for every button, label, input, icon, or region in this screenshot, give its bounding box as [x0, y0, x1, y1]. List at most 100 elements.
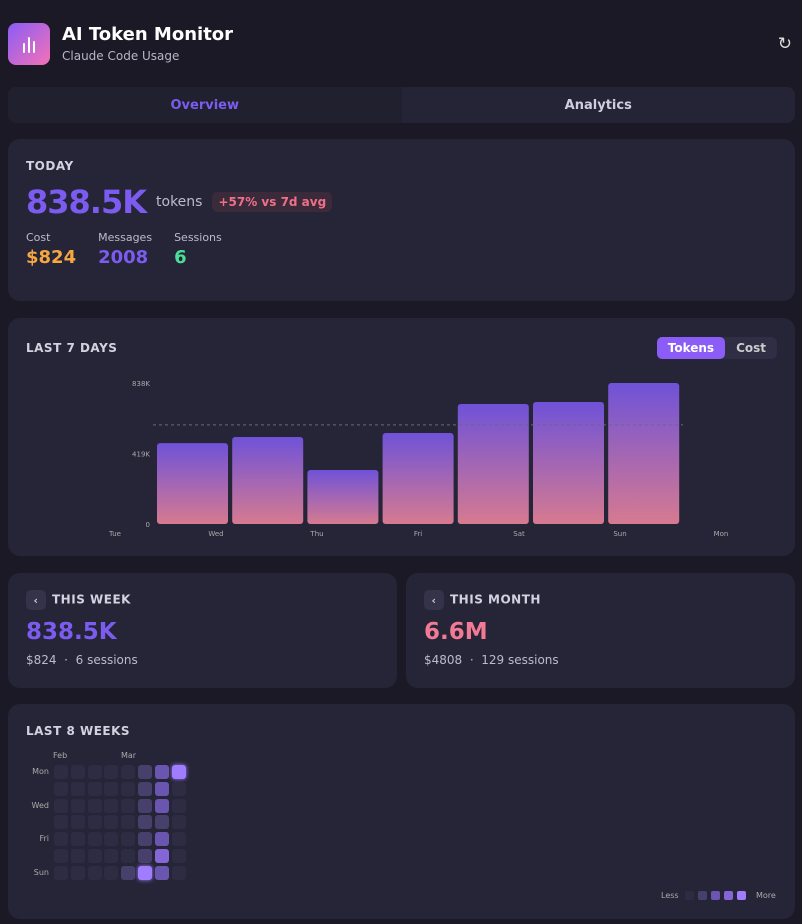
stat-value: 6: [174, 247, 187, 268]
heatmap-cell[interactable]: [54, 832, 68, 847]
previous-month-button[interactable]: ‹: [424, 590, 444, 610]
heatmap-cell[interactable]: [171, 815, 186, 830]
bar-wed: [232, 437, 304, 524]
heatmap-cell[interactable]: [171, 765, 186, 779]
last-8-weeks-card: LAST 8 WEEKS Feb Mar Mon Wed Fri Sun Less More: [8, 704, 795, 919]
heatmap-cell[interactable]: [138, 832, 152, 847]
x-tick-label: Thu: [309, 530, 323, 538]
y-tick-label: 0: [146, 521, 150, 529]
heatmap-cell[interactable]: [104, 798, 119, 813]
stat-label: Messages: [98, 231, 153, 244]
bar-chart-logo-icon: [8, 23, 50, 65]
heatmap-cell[interactable]: [171, 865, 186, 880]
heatmap-cell[interactable]: [87, 849, 102, 863]
heatmap-cell[interactable]: [54, 849, 68, 863]
heatmap-cell[interactable]: [54, 798, 68, 813]
heatmap-cell[interactable]: [171, 849, 186, 863]
toggle-cost[interactable]: Cost: [736, 341, 766, 355]
week-label: THIS WEEK: [52, 592, 131, 607]
week-cost: $824: [26, 653, 57, 667]
x-tick-label: Sun: [613, 530, 626, 538]
heatmap-cell[interactable]: [104, 849, 119, 863]
heatmap-cell[interactable]: [70, 849, 85, 863]
heatmap-cell[interactable]: [121, 798, 136, 813]
bar-sat: [457, 404, 529, 524]
heatmap-cell[interactable]: [70, 815, 85, 830]
heatmap-cell[interactable]: [54, 865, 68, 880]
heatmap-cell[interactable]: [87, 832, 102, 847]
legend-swatch: [685, 891, 694, 900]
last-7-days-card: 838K 419K 0 Tue Wed Thu Fri Sat Sun Mon LAST 7 DA…: [8, 318, 795, 556]
x-tick-label: Mon: [714, 530, 729, 538]
heatmap-cell[interactable]: [87, 815, 102, 830]
heatmap-cell[interactable]: [87, 765, 102, 779]
heatmap-cell[interactable]: [87, 781, 102, 796]
today-stats: Cost $824 Messages 2008 Sessions 6: [26, 231, 777, 268]
y-tick-label: 838K: [132, 380, 150, 388]
heatmap-cell[interactable]: [138, 815, 152, 830]
previous-week-button[interactable]: ‹: [26, 590, 46, 610]
heatmap-cell[interactable]: [70, 765, 85, 779]
heatmap-cell[interactable]: [70, 781, 85, 796]
today-label: TODAY: [26, 159, 74, 173]
month-label-mar: Mar: [121, 751, 137, 760]
this-week-card: ‹ THIS WEEK 838.5K $824 · 6 sessions: [8, 573, 397, 688]
heatmap-cell[interactable]: [104, 765, 119, 779]
heatmap-cell[interactable]: [154, 849, 169, 863]
heatmap-cell[interactable]: [104, 781, 119, 796]
heatmap-cell[interactable]: [54, 815, 68, 830]
heatmap-cell[interactable]: [121, 832, 136, 847]
heatmap-cell[interactable]: [154, 815, 169, 830]
day-label: Wed: [31, 800, 49, 810]
heatmap-cell[interactable]: [104, 865, 119, 880]
heatmap-cell[interactable]: [70, 798, 85, 813]
heatmap-cell[interactable]: [121, 781, 136, 796]
heatmap-cell[interactable]: [138, 765, 152, 779]
stat-sessions: Sessions 6: [174, 231, 222, 268]
day-label: Mon: [32, 767, 49, 776]
toggle-tokens[interactable]: Tokens: [656, 337, 726, 359]
heatmap-cell[interactable]: [54, 781, 68, 796]
heatmap-cell[interactable]: [154, 765, 169, 779]
bar-mon: [608, 383, 680, 524]
heatmap-label: LAST 8 WEEKS: [26, 724, 131, 738]
heatmap-cell[interactable]: [121, 815, 136, 830]
heatmap-cell[interactable]: [154, 865, 169, 880]
heatmap-cell[interactable]: [104, 832, 119, 847]
day-label: Sun: [33, 867, 49, 877]
refresh-icon[interactable]: ↻: [777, 34, 792, 54]
heatmap-cell[interactable]: [138, 781, 152, 796]
bar-thu: [307, 469, 379, 524]
heatmap-cell[interactable]: [70, 865, 85, 880]
month-sessions: 129 sessions: [481, 653, 559, 667]
heatmap-cell[interactable]: [171, 781, 186, 796]
bar-fri: [382, 432, 454, 524]
x-tick-label: Tue: [108, 530, 121, 538]
heatmap-cell[interactable]: [121, 765, 136, 779]
heatmap-cell[interactable]: [154, 781, 169, 796]
heatmap-cell[interactable]: [138, 849, 152, 863]
this-month-card: ‹ THIS MONTH 6.6M $4808 · 129 sessions: [406, 573, 795, 688]
tab-overview[interactable]: Overview: [8, 87, 402, 123]
heatmap-cell[interactable]: [121, 849, 136, 863]
heatmap-cell[interactable]: [171, 798, 186, 813]
heatmap-cell[interactable]: [171, 832, 186, 847]
heatmap-cell[interactable]: [104, 815, 119, 830]
day-label: Fri: [39, 834, 49, 844]
month-cost: $4808: [424, 653, 463, 667]
heatmap-cell[interactable]: [138, 865, 152, 880]
week-sessions: 6 sessions: [75, 653, 138, 667]
heatmap-cell[interactable]: [154, 798, 169, 813]
y-tick-label: 419K: [132, 451, 150, 459]
app-subtitle: Claude Code Usage: [62, 49, 180, 63]
heatmap-cell[interactable]: [121, 865, 136, 880]
heatmap-cell[interactable]: [87, 798, 102, 813]
week-tokens: 838.5K: [26, 619, 117, 645]
stat-label: Cost: [26, 231, 51, 244]
heatmap-cell[interactable]: [87, 865, 102, 880]
heatmap-cell[interactable]: [54, 765, 68, 779]
heatmap-cell[interactable]: [154, 832, 169, 847]
tab-analytics[interactable]: Analytics: [564, 97, 632, 113]
heatmap-cell[interactable]: [138, 798, 152, 813]
heatmap-cell[interactable]: [70, 832, 85, 847]
